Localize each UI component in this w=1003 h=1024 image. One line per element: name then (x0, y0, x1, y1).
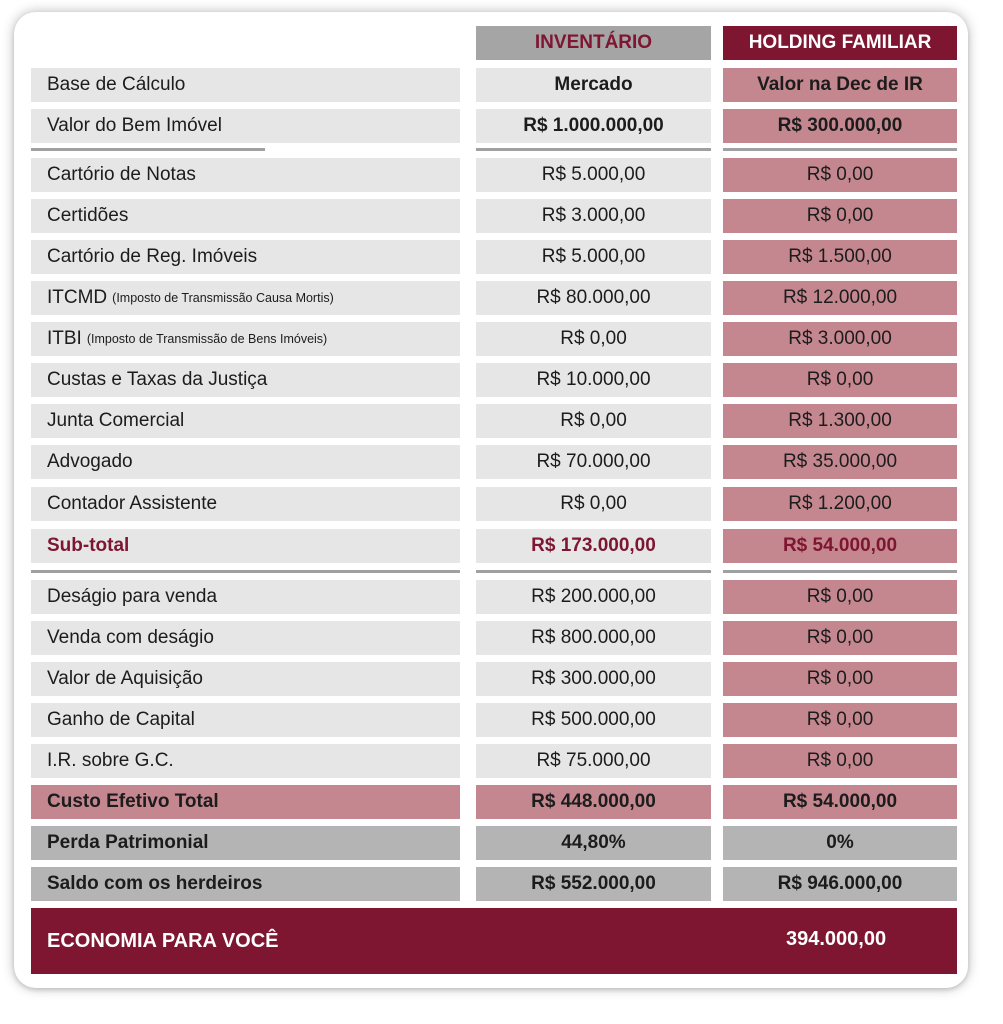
section-divider (723, 148, 957, 151)
row-label: Certidões (31, 199, 460, 233)
row-label-perda-patrimonial: Perda Patrimonial (31, 826, 460, 860)
row-label: Ganho de Capital (31, 703, 460, 737)
row-holding-value: R$ 1.300,00 (723, 404, 957, 438)
row-holding-value: R$ 3.000,00 (723, 322, 957, 356)
section-divider (723, 570, 957, 573)
row-label: Contador Assistente (31, 487, 460, 521)
perda-holding: 0% (723, 826, 957, 860)
perda-inventario: 44,80% (476, 826, 711, 860)
row-label: Valor de Aquisição (31, 662, 460, 696)
section-divider (31, 570, 460, 573)
row-label: I.R. sobre G.C. (31, 744, 460, 778)
row-inventario-value: R$ 5.000,00 (476, 158, 711, 192)
row-label-text: Advogado (47, 451, 133, 472)
row-holding-value: R$ 0,00 (723, 662, 957, 696)
row-label-text: Perda Patrimonial (47, 832, 209, 853)
saldo-inventario: R$ 552.000,00 (476, 867, 711, 901)
row-inventario-value: R$ 80.000,00 (476, 281, 711, 315)
header-holding-familiar: HOLDING FAMILIAR (723, 26, 957, 60)
row-label-text: Contador Assistente (47, 493, 218, 514)
row-holding-value: R$ 12.000,00 (723, 281, 957, 315)
row-label-text: I.R. sobre G.C. (47, 750, 174, 771)
row-inventario-value: R$ 10.000,00 (476, 363, 711, 397)
row-inventario-value: R$ 500.000,00 (476, 703, 711, 737)
row-inventario-value: R$ 1.000.000,00 (476, 109, 711, 143)
row-label-text: Deságio para venda (47, 586, 218, 607)
row-label-text: Custo Efetivo Total (47, 791, 219, 812)
row-label-itbi: ITBI (Imposto de Transmissão de Bens Imóv… (31, 322, 460, 356)
row-label: Cartório de Notas (31, 158, 460, 192)
row-inventario-value: R$ 800.000,00 (476, 621, 711, 655)
row-label-text: Cartório de Notas (47, 164, 196, 185)
row-label-text: ITCMD (47, 287, 108, 308)
saldo-holding: R$ 946.000,00 (723, 867, 957, 901)
row-inventario-value: R$ 75.000,00 (476, 744, 711, 778)
row-inventario-value: R$ 5.000,00 (476, 240, 711, 274)
row-label: Custas e Taxas da Justiça (31, 363, 460, 397)
row-holding-value: R$ 0,00 (723, 580, 957, 614)
section-divider (476, 570, 711, 573)
row-label-note: (Imposto de Transmissão de Bens Imóveis) (86, 332, 328, 346)
row-holding-value: R$ 0,00 (723, 199, 957, 233)
row-label: Venda com deságio (31, 621, 460, 655)
row-inventario-value: R$ 0,00 (476, 487, 711, 521)
row-label-saldo-herdeiros: Saldo com os herdeiros (31, 867, 460, 901)
row-holding-value: R$ 0,00 (723, 744, 957, 778)
row-label: Advogado (31, 445, 460, 479)
row-holding-value: R$ 0,00 (723, 158, 957, 192)
row-label: Junta Comercial (31, 404, 460, 438)
row-holding-value: R$ 0,00 (723, 363, 957, 397)
section-divider (31, 148, 265, 151)
row-holding-value: R$ 1.500,00 (723, 240, 957, 274)
row-holding-value: R$ 300.000,00 (723, 109, 957, 143)
row-inventario-value: R$ 200.000,00 (476, 580, 711, 614)
row-label-text: Venda com deságio (47, 627, 214, 648)
row-holding-value: R$ 1.200,00 (723, 487, 957, 521)
row-label-text: Ganho de Capital (47, 709, 195, 730)
row-label-text: Valor de Aquisição (47, 668, 203, 689)
row-label-text: Sub-total (47, 535, 130, 556)
section-divider (476, 148, 711, 151)
custo-efetivo-holding: R$ 54.000,00 (723, 785, 957, 819)
row-label-text: Certidões (47, 205, 129, 226)
row-label-valor-bem: Valor do Bem Imóvel (31, 109, 460, 143)
row-inventario-value: R$ 0,00 (476, 404, 711, 438)
economia-value: 394.000,00 (786, 928, 887, 950)
row-label-text: Custas e Taxas da Justiça (47, 369, 268, 390)
row-holding-value: R$ 35.000,00 (723, 445, 957, 479)
custo-efetivo-inventario: R$ 448.000,00 (476, 785, 711, 819)
economia-banner: ECONOMIA PARA VOCÊ 394.000,00 (31, 908, 957, 974)
row-label-text: Valor do Bem Imóvel (47, 115, 222, 136)
row-holding-value: R$ 0,00 (723, 703, 957, 737)
economia-label: ECONOMIA PARA VOCÊ (47, 930, 279, 952)
row-label-text: ITBI (47, 328, 82, 349)
subtotal-inventario: R$ 173.000,00 (476, 529, 711, 563)
row-label-custo-efetivo: Custo Efetivo Total (31, 785, 460, 819)
row-label-subtotal: Sub-total (31, 529, 460, 563)
row-label: Cartório de Reg. Imóveis (31, 240, 460, 274)
row-holding-value: Valor na Dec de IR (723, 68, 957, 102)
row-label-text: Cartório de Reg. Imóveis (47, 246, 258, 267)
row-label-itcmd: ITCMD (Imposto de Transmissão Causa Morti… (31, 281, 460, 315)
subtotal-holding: R$ 54.000,00 (723, 529, 957, 563)
row-holding-value: R$ 0,00 (723, 621, 957, 655)
row-inventario-value: R$ 3.000,00 (476, 199, 711, 233)
row-label-text: Junta Comercial (47, 410, 185, 431)
row-label-text: Saldo com os herdeiros (47, 873, 263, 894)
row-inventario-value: R$ 0,00 (476, 322, 711, 356)
row-label-base-calculo: Base de Cálculo (31, 68, 460, 102)
row-label-text: Base de Cálculo (47, 74, 186, 95)
row-label: Deságio para venda (31, 580, 460, 614)
row-label-note: (Imposto de Transmissão Causa Mortis) (112, 291, 334, 305)
row-inventario-value: Mercado (476, 68, 711, 102)
header-inventario: INVENTÁRIO (476, 26, 711, 60)
row-inventario-value: R$ 70.000,00 (476, 445, 711, 479)
row-inventario-value: R$ 300.000,00 (476, 662, 711, 696)
